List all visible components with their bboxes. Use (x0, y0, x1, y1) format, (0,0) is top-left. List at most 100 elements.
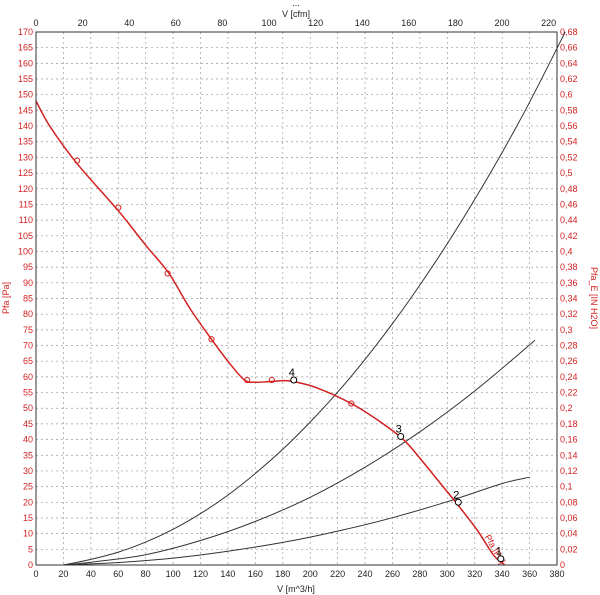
y-left-tick-label: 85 (23, 294, 33, 304)
x-bottom-tick-label: 200 (303, 569, 318, 579)
y-left-axis-label: Pfa [Pa] (1, 282, 11, 314)
y-left-tick-label: 165 (18, 43, 33, 53)
y-left-tick-label: 40 (23, 435, 33, 445)
x-bottom-tick-label: 100 (166, 569, 181, 579)
y-right-tick-label: 0,3 (560, 325, 573, 335)
y-right-tick-label: 0,1 (560, 482, 573, 492)
y-right-tick-label: 0,18 (560, 419, 578, 429)
x-bottom-tick-label: 320 (467, 569, 482, 579)
y-right-tick-label: 0,02 (560, 544, 578, 554)
y-right-tick-label: 0,5 (560, 168, 573, 178)
y-right-tick-label: 0,6 (560, 90, 573, 100)
operating-point-label: 4 (289, 367, 295, 379)
y-right-tick-label: 0,64 (560, 58, 578, 68)
y-left-tick-label: 125 (18, 168, 33, 178)
x-top-tick-label: 200 (494, 18, 509, 28)
y-left-tick-label: 10 (23, 529, 33, 539)
y-left-tick-label: 0 (28, 560, 33, 570)
y-right-tick-label: 0 (560, 560, 565, 570)
x-bottom-tick-label: 220 (330, 569, 345, 579)
x-bottom-tick-label: 140 (220, 569, 235, 579)
x-bottom-tick-label: 300 (440, 569, 455, 579)
y-right-tick-label: 0,24 (560, 372, 578, 382)
x-bottom-tick-label: 260 (385, 569, 400, 579)
x-bottom-tick-label: 380 (549, 569, 564, 579)
x-top-axis-label: V [cfm] (282, 9, 310, 19)
y-left-tick-label: 130 (18, 152, 33, 162)
grid-lines (36, 32, 557, 565)
y-right-axis-label: Pfa_E [IN H2O] (589, 267, 599, 329)
x-top-tick-label: 100 (261, 18, 276, 28)
fan-curve-marker (268, 376, 275, 384)
y-right-tick-label: 0,12 (560, 466, 578, 476)
x-bottom-tick-label: 0 (33, 569, 38, 579)
y-left-tick-label: 5 (28, 544, 33, 554)
y-left-tick-label: 35 (23, 450, 33, 460)
operating-point-label: 2 (453, 489, 459, 501)
x-top-tick-label: 80 (217, 18, 227, 28)
y-right-tick-label: 0,32 (560, 309, 578, 319)
y-left-tick-label: 20 (23, 497, 33, 507)
y-right-tick-label: 0,44 (560, 215, 578, 225)
fan-curve-marker (348, 400, 355, 407)
y-right-tick-label: 0,26 (560, 356, 578, 366)
y-left-tick-label: 25 (23, 482, 33, 492)
x-bottom-tick-label: 340 (495, 569, 510, 579)
y-left-tick-label: 15 (23, 513, 33, 523)
x-top-tick-label: 20 (78, 18, 88, 28)
operating-point-label: 1 (496, 546, 502, 558)
y-right-tick-label: 0,34 (560, 294, 578, 304)
y-right-tick-label: 0,38 (560, 262, 578, 272)
plot-area-frame (35, 31, 558, 566)
x-bottom-tick-label: 180 (275, 569, 290, 579)
y-right-tick-label: 0,62 (560, 74, 578, 84)
x-bottom-tick-label: 160 (248, 569, 263, 579)
y-left-tick-label: 115 (19, 199, 33, 209)
fan-curve-marker (164, 270, 171, 277)
x-bottom-tick-label: 120 (193, 569, 208, 579)
x-top-tick-label: 140 (355, 18, 370, 28)
y-left-tick-label: 55 (23, 388, 33, 398)
chart-header-text: ... (292, 0, 300, 8)
operating-point-label: 3 (396, 423, 402, 435)
operating-point-marker (497, 555, 505, 563)
x-bottom-tick-label: 280 (412, 569, 427, 579)
x-bottom-tick-label: 60 (113, 569, 123, 579)
y-right-tick-label: 0,58 (560, 105, 578, 115)
y-right-tick-label: 0,28 (560, 341, 578, 351)
y-right-tick-label: 0,48 (560, 184, 578, 194)
y-right-tick-label: 0,68 (560, 27, 578, 37)
y-right-tick-label: 0,08 (560, 497, 578, 507)
y-left-tick-label: 45 (23, 419, 33, 429)
fan-curve-line (35, 100, 506, 566)
y-right-tick-label: 0,42 (560, 231, 578, 241)
y-left-tick-label: 160 (18, 58, 33, 68)
y-left-tick-label: 95 (23, 262, 33, 272)
y-left-tick-label: 100 (18, 246, 33, 256)
y-left-tick-label: 60 (23, 372, 33, 382)
y-left-tick-label: 50 (23, 403, 33, 413)
x-top-tick-label: 160 (401, 18, 416, 28)
y-left-tick-label: 155 (18, 74, 33, 84)
x-top-tick-label: 40 (124, 18, 134, 28)
y-left-tick-label: 150 (18, 90, 33, 100)
operating-point-marker (397, 432, 405, 440)
y-right-tick-label: 0,16 (560, 435, 578, 445)
y-left-tick-label: 110 (19, 215, 33, 225)
operating-points: 4 3 2 1 (289, 367, 505, 563)
system-curve-line (63, 31, 566, 566)
x-top-tick-label: 120 (308, 18, 323, 28)
y-left-tick-label: 90 (23, 278, 33, 288)
y-left-tick-label: 105 (18, 231, 33, 241)
y-left-tick-label: 65 (23, 356, 33, 366)
fan-curve-marker (115, 204, 122, 211)
x-bottom-tick-label: 240 (358, 569, 373, 579)
operating-point-marker (290, 376, 298, 384)
y-right-tick-label: 0,06 (560, 513, 578, 523)
y-left-tick-label: 120 (18, 184, 33, 194)
y-right-tick-label: 0,2 (560, 403, 573, 413)
y-right-tick-label: 0,66 (560, 43, 578, 53)
y-right-tick-label: 0,36 (560, 278, 578, 288)
operating-point-marker (454, 498, 462, 506)
x-bottom-tick-label: 80 (141, 569, 151, 579)
